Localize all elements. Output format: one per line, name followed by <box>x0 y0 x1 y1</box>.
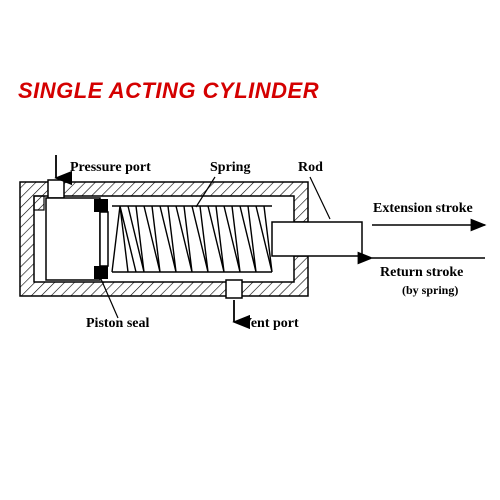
vent-port-label: Vent port <box>242 316 299 332</box>
piston <box>46 198 108 280</box>
pressure-port-label: Pressure port <box>70 160 151 176</box>
piston-seal-bottom <box>94 266 108 279</box>
piston-seal-top <box>94 199 108 212</box>
spring-label: Spring <box>210 160 250 176</box>
piston-seal-label: Piston seal <box>86 316 149 332</box>
extension-stroke-label: Extension stroke <box>373 201 473 217</box>
cylinder-diagram <box>0 0 500 500</box>
return-stroke-label: Return stroke <box>380 265 463 281</box>
return-note-label: (by spring) <box>402 283 458 298</box>
rod-leader <box>310 177 330 219</box>
rod <box>272 222 362 256</box>
spring <box>112 206 272 272</box>
rod-label: Rod <box>298 160 323 176</box>
